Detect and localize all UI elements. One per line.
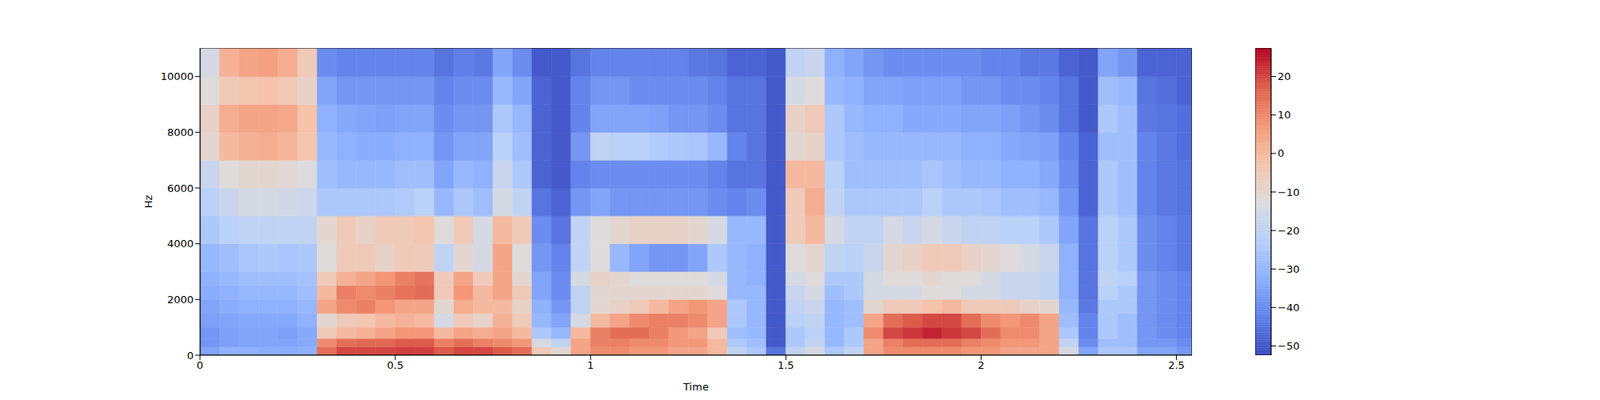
svg-text:8000: 8000 <box>167 126 194 139</box>
svg-text:4000: 4000 <box>167 237 194 250</box>
svg-text:6000: 6000 <box>167 182 194 195</box>
svg-text:−20: −20 <box>1277 224 1300 237</box>
svg-text:−10: −10 <box>1277 186 1300 199</box>
svg-text:10: 10 <box>1277 108 1292 121</box>
svg-text:0: 0 <box>187 349 194 362</box>
svg-text:0: 0 <box>1277 147 1284 160</box>
svg-text:2: 2 <box>977 359 984 372</box>
svg-text:−30: −30 <box>1277 263 1300 276</box>
svg-text:1.5: 1.5 <box>777 359 795 372</box>
svg-text:2000: 2000 <box>167 293 194 306</box>
svg-text:−40: −40 <box>1277 301 1300 314</box>
svg-text:−50: −50 <box>1277 340 1300 352</box>
svg-text:0: 0 <box>196 359 204 372</box>
svg-text:Time: Time <box>682 380 709 393</box>
svg-text:Hz: Hz <box>142 195 155 209</box>
svg-text:0.5: 0.5 <box>387 359 404 372</box>
svg-text:20: 20 <box>1277 70 1292 83</box>
svg-text:1: 1 <box>587 359 594 372</box>
svg-text:2.5: 2.5 <box>1168 359 1185 372</box>
svg-text:10000: 10000 <box>160 70 194 83</box>
